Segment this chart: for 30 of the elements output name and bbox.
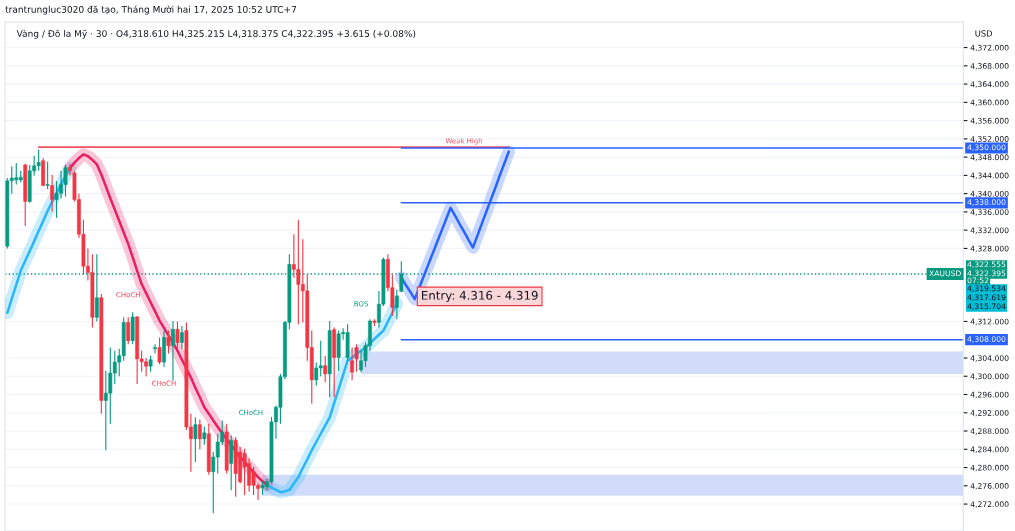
candlestick (130, 311, 135, 345)
candlestick (394, 288, 399, 320)
candlestick (323, 355, 328, 383)
candlestick (202, 425, 207, 446)
candlestick (175, 320, 180, 350)
text: Vàng / Đô la Mỹ · 30 · O4,318.610 H4,325.215 L4,318.375 C4,322.395 +3.615 (+0.08%) (16, 29, 416, 39)
candlestick (153, 343, 157, 354)
candlestick (63, 164, 68, 197)
candlestick (45, 161, 50, 190)
candlestick (296, 219, 301, 325)
candlestick (166, 330, 171, 354)
chart-title: trantrungluc3020 đã tạo, Tháng Mười hai 17, 2025 10:52 UTC+7 (5, 5, 297, 15)
candlestick (251, 466, 256, 496)
candlestick (336, 330, 341, 372)
candlestick (36, 149, 41, 172)
candlestick (126, 316, 131, 345)
candlestick (157, 336, 162, 365)
candlestick (242, 448, 247, 496)
candlestick (94, 253, 99, 323)
candlestick (229, 435, 234, 491)
candlestick (180, 325, 184, 350)
candlestick (193, 416, 198, 463)
candlestick (197, 419, 202, 450)
candlestick (50, 174, 54, 213)
candlestick (171, 320, 175, 382)
candlestick (399, 260, 404, 293)
candlestick (14, 162, 19, 186)
annotation: Entry: 4.316 - 4.319 (422, 290, 538, 303)
candlestick (108, 346, 113, 425)
y-axis-title: USD (975, 30, 993, 37)
